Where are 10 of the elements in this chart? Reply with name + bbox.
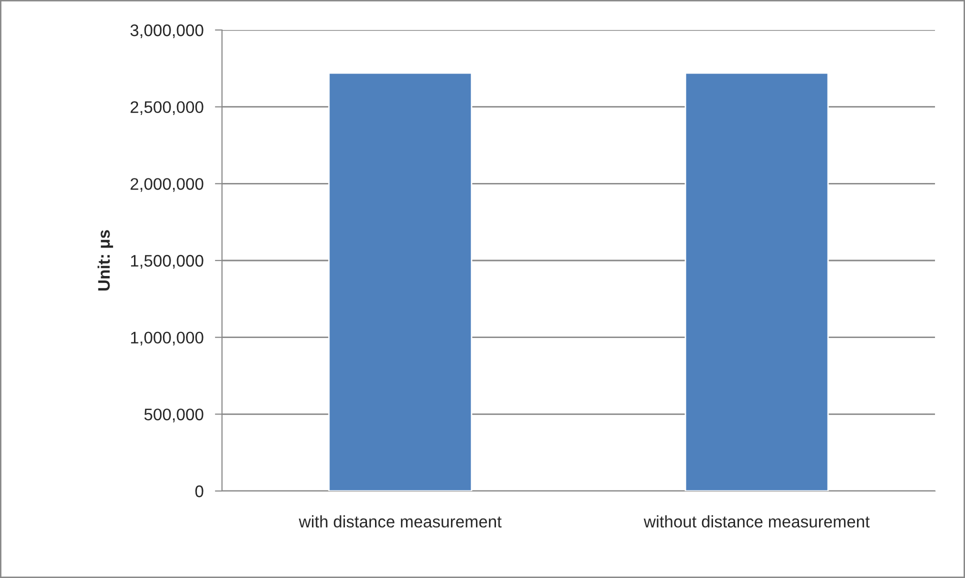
x-tick-label: without distance measurement <box>644 515 870 528</box>
y-tick-label: 0 <box>195 485 204 498</box>
y-tick-label: 1,500,000 <box>131 254 204 269</box>
y-tick-label: 1,000,000 <box>131 332 204 346</box>
y-axis-title: Unit: μs <box>98 230 114 291</box>
y-tick-label: 2,500,000 <box>130 101 204 116</box>
y-tick-label: 500,000 <box>144 408 204 422</box>
x-tick-label: with distance measurement <box>298 515 502 528</box>
y-tick-label: 3,000,000 <box>130 24 204 38</box>
y-tick-label: 2,000,000 <box>130 178 204 192</box>
